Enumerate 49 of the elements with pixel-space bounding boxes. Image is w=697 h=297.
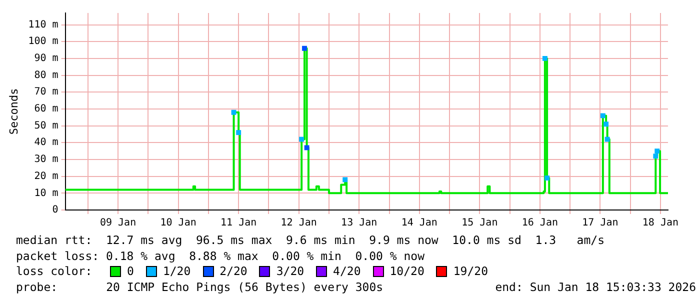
x-tick-label: 14 Jan xyxy=(401,218,438,229)
point xyxy=(600,113,606,118)
x-tick-label: 09 Jan xyxy=(100,218,136,229)
text: median rtt: 12.7 ms avg 96.5 ms max 9.6 ms min 9.9 ms now 10.0 ms sd 1.3 am/s xyxy=(16,233,605,248)
point xyxy=(542,56,548,61)
text: loss color: xyxy=(16,264,94,280)
y-axis-title: Seconds xyxy=(7,88,20,135)
point xyxy=(604,122,609,127)
legend-label: 19/20 xyxy=(453,264,488,280)
y-tick-label: 60 m xyxy=(34,104,58,115)
point xyxy=(342,177,348,182)
point xyxy=(544,176,550,180)
y-tick-label: 90 m xyxy=(34,53,58,64)
y-tick-label: 70 m xyxy=(34,86,58,98)
text: 20 ICMP Echo Pings (56 Bytes) every 300s xyxy=(106,280,384,295)
x-tick-label: 10 Jan xyxy=(160,218,196,229)
point xyxy=(604,136,610,142)
legend-label: 4/20 xyxy=(333,264,361,280)
point xyxy=(654,148,660,154)
point xyxy=(304,145,310,150)
y-tick-label: 100 m xyxy=(28,36,58,48)
y-tick-label: 10 m xyxy=(34,188,58,199)
x-tick-label: 16 Jan xyxy=(522,218,558,229)
x-tick-label: 18 Jan xyxy=(642,218,679,229)
point xyxy=(299,136,304,142)
text: packet loss: 0.18 % avg 8.88 % max 0.00 % min 0.00 % now xyxy=(16,248,424,264)
x-tick-label: 12 Jan xyxy=(280,218,317,229)
y-tick-label: 0 xyxy=(52,204,58,216)
y-tick-label: 110 m xyxy=(28,19,58,30)
text: probe: xyxy=(16,280,59,295)
point xyxy=(653,154,658,159)
y-tick-label: 20 m xyxy=(34,170,58,182)
y-tick-label: 30 m xyxy=(34,154,58,166)
point xyxy=(231,110,236,115)
legend-label: 2/20 xyxy=(220,264,248,280)
y-tick-label: 80 m xyxy=(34,70,58,81)
x-tick-label: 17 Jan xyxy=(582,218,618,229)
y-tick-label: 40 m xyxy=(34,137,58,148)
text: end: Sun Jan 18 15:03:33 2026 xyxy=(495,280,696,295)
point xyxy=(302,46,307,51)
x-tick-label: 13 Jan xyxy=(341,218,378,229)
point xyxy=(236,130,242,136)
legend-label: 1/20 xyxy=(162,264,191,280)
y-tick-label: 50 m xyxy=(34,120,58,132)
x-tick-label: 15 Jan xyxy=(462,218,498,229)
legend-label: 10/20 xyxy=(390,264,424,280)
legend-label: 3/20 xyxy=(276,264,304,280)
x-tick-label: 11 Jan xyxy=(220,218,257,229)
legend-label: 0 xyxy=(127,264,134,280)
